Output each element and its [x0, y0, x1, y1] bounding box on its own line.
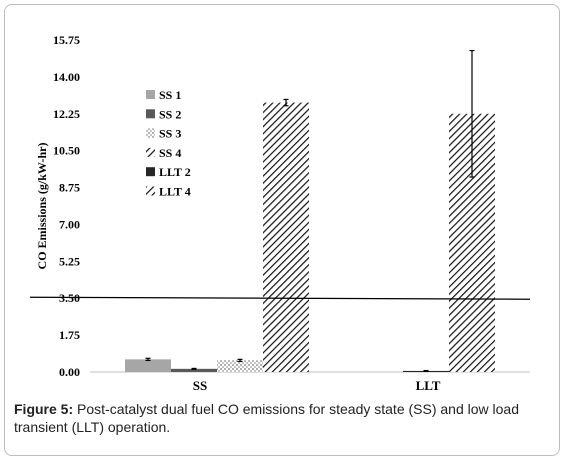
- legend-label: SS 2: [159, 107, 181, 121]
- y-tick-label: 10.50: [53, 144, 80, 158]
- legend-label: SS 1: [159, 88, 181, 102]
- caption-text: Post-catalyst dual fuel CO emissions for…: [14, 401, 519, 435]
- reference-line: [29, 296, 531, 300]
- y-tick-label: 15.75: [53, 33, 80, 47]
- legend-swatch: [146, 167, 155, 177]
- y-tick-label: 1.75: [59, 328, 80, 342]
- bar-ss-1-ss: [125, 359, 171, 372]
- legend-swatch: [146, 186, 155, 196]
- legend-label: SS 4: [159, 146, 181, 160]
- y-tick-label: 8.75: [59, 181, 80, 195]
- bars-group: [125, 102, 495, 373]
- legend-label: LLT 4: [159, 185, 191, 199]
- co-emissions-chart: CO Emissions (g/kW-hr) 0.00 1.75 3.50 5.25 7…: [29, 33, 531, 393]
- category-labels: SS LLT: [193, 378, 441, 393]
- y-axis-label: CO Emissions (g/kW-hr): [35, 143, 49, 270]
- y-tick-label: 5.25: [59, 254, 80, 268]
- y-tick-label: 14.00: [53, 70, 80, 84]
- y-tick-label: 3.50: [59, 291, 80, 305]
- x-category-label: SS: [193, 378, 207, 393]
- bar-ss-4-ss: [263, 102, 309, 372]
- caption-label: Figure 5:: [14, 401, 74, 417]
- bar-ss-2-ss: [171, 368, 217, 372]
- legend-swatch: [146, 109, 155, 119]
- bar-ss-3-ss: [217, 360, 263, 372]
- x-category-label: LLT: [416, 378, 441, 393]
- y-tick-label: 12.25: [53, 107, 80, 121]
- error-bars-group: [145, 49, 475, 372]
- y-tick-label: 0.00: [59, 365, 80, 379]
- legend-swatch: [146, 90, 155, 99]
- y-axis-ticks: 0.00 1.75 3.50 5.25 7.00 8.75 10.50 12.25 14.00 1…: [53, 33, 80, 379]
- legend-label: SS 3: [159, 127, 181, 141]
- legend-swatch: [146, 128, 155, 138]
- y-axis-label-group: CO Emissions (g/kW-hr): [35, 143, 49, 270]
- legend: SS 1 SS 2 SS 3 SS 4 LLT 2 LLT 4: [146, 88, 191, 199]
- legend-swatch: [146, 147, 155, 157]
- figure-caption: Figure 5: Post-catalyst dual fuel CO emi…: [14, 400, 554, 436]
- reference-line-group: [29, 296, 531, 300]
- y-tick-label: 7.00: [59, 217, 80, 231]
- legend-label: LLT 2: [159, 165, 191, 179]
